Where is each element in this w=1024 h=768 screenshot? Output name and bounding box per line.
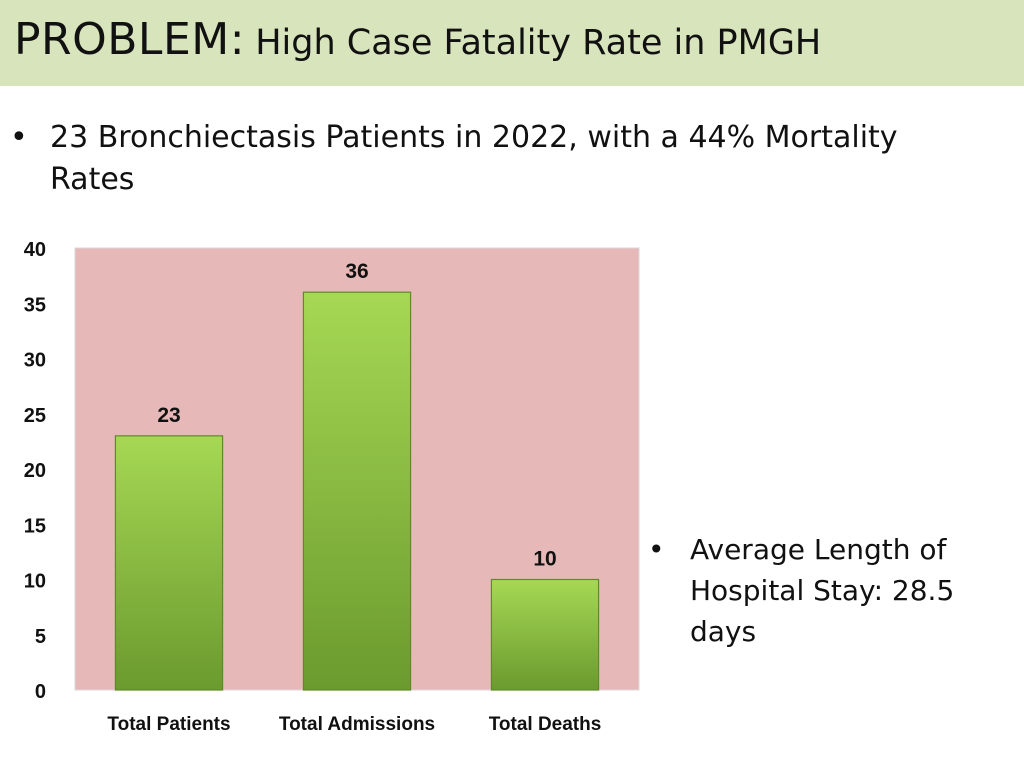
- x-axis: Total Patients Total Admissions Total Deat…: [107, 714, 601, 735]
- slide-title: PROBLEM: High Case Fatality Rate in PMGH: [14, 14, 821, 65]
- data-label: 10: [533, 548, 556, 571]
- data-label: 23: [157, 404, 180, 427]
- y-tick-label: 25: [24, 405, 46, 427]
- y-tick-label: 20: [24, 460, 46, 482]
- title-bar: PROBLEM: High Case Fatality Rate in PMGH: [0, 0, 1024, 86]
- y-tick-label: 0: [35, 681, 46, 703]
- y-tick-label: 10: [24, 571, 46, 593]
- y-tick-label: 40: [24, 239, 46, 261]
- bullet-dot: •: [10, 120, 28, 155]
- y-axis: 0 5 10 15 20 25 30 35 40: [24, 239, 46, 703]
- x-tick-label: Total Admissions: [279, 714, 435, 735]
- x-tick-label: Total Deaths: [489, 714, 602, 735]
- bar-1: [302, 291, 412, 691]
- x-tick-label: Total Patients: [107, 714, 230, 735]
- y-tick-label: 30: [24, 350, 46, 372]
- bullet-patients: • 23 Bronchiectasis Patients in 2022, wi…: [10, 117, 910, 201]
- plot-area: 23 36 10: [74, 247, 640, 691]
- y-tick-label: 15: [24, 515, 46, 537]
- bar-2: [490, 578, 600, 691]
- y-tick-label: 5: [35, 626, 46, 648]
- title-lead: PROBLEM:: [14, 14, 246, 65]
- bullet-text: 23 Bronchiectasis Patients in 2022, with…: [50, 120, 898, 197]
- data-label: 36: [345, 260, 368, 283]
- bullet-length-of-stay: • Average Length of Hospital Stay: 28.5 …: [648, 529, 990, 652]
- title-rest: High Case Fatality Rate in PMGH: [255, 23, 822, 63]
- bar-0: [114, 435, 224, 691]
- bullet-text: Average Length of Hospital Stay: 28.5 da…: [690, 533, 955, 648]
- y-tick-label: 35: [24, 294, 46, 316]
- bullet-dot: •: [648, 533, 665, 566]
